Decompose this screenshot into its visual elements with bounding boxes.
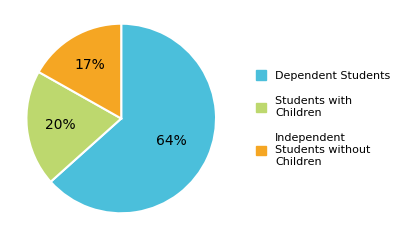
Wedge shape (38, 24, 121, 119)
Text: 20%: 20% (45, 118, 75, 132)
Text: 64%: 64% (156, 134, 187, 148)
Text: 17%: 17% (75, 58, 105, 72)
Wedge shape (51, 24, 216, 213)
Wedge shape (26, 72, 121, 182)
Legend: Dependent Students, Students with
Children, Independent
Students without
Childre: Dependent Students, Students with Childr… (256, 70, 390, 167)
